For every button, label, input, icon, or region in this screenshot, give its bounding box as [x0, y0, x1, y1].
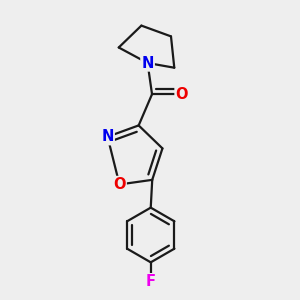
Text: O: O	[113, 177, 126, 192]
Text: O: O	[176, 87, 188, 102]
Text: N: N	[141, 56, 154, 70]
Text: F: F	[146, 274, 156, 289]
Text: N: N	[101, 129, 114, 144]
